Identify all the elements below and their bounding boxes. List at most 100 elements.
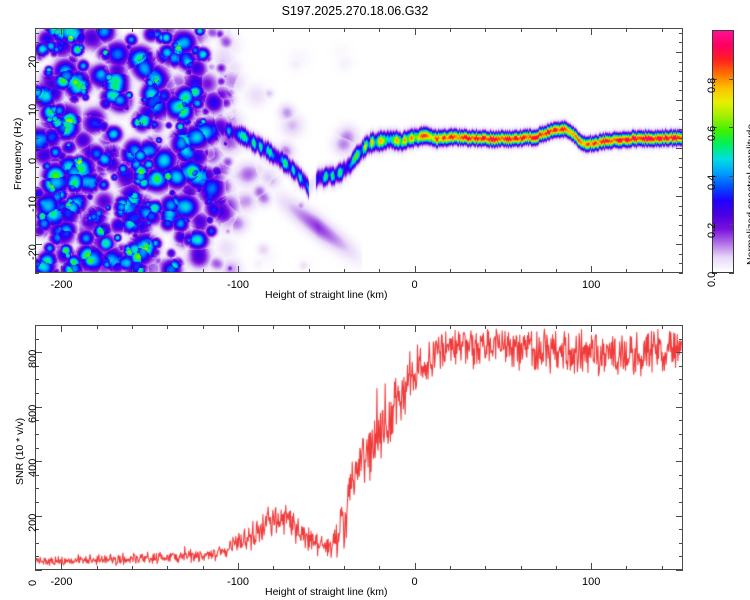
colorbar-label: Normalized spectral amplitude bbox=[745, 123, 750, 265]
spectrogram-ylabel: Frequency (Hz) bbox=[12, 117, 24, 190]
axis-tick bbox=[35, 273, 39, 274]
axis-tick bbox=[676, 244, 683, 246]
axis-tick bbox=[61, 325, 63, 332]
axis-tick-label: 600 bbox=[27, 404, 39, 423]
axis-tick bbox=[343, 325, 345, 329]
axis-tick bbox=[96, 269, 98, 273]
axis-tick-label: 400 bbox=[27, 458, 39, 478]
axis-tick bbox=[35, 393, 39, 395]
axis-tick bbox=[238, 325, 240, 332]
axis-tick bbox=[273, 28, 275, 32]
axis-tick bbox=[273, 566, 275, 570]
axis-tick bbox=[676, 100, 683, 102]
axis-tick bbox=[35, 71, 39, 73]
axis-tick bbox=[35, 61, 39, 63]
axis-tick bbox=[35, 234, 39, 236]
axis-tick bbox=[308, 269, 310, 273]
axis-tick bbox=[35, 420, 39, 422]
axis-tick bbox=[308, 325, 310, 329]
axis-tick bbox=[679, 71, 683, 73]
axis-tick bbox=[679, 128, 683, 130]
axis-tick bbox=[132, 269, 134, 273]
axis-tick bbox=[35, 461, 42, 463]
axis-tick bbox=[712, 127, 717, 129]
axis-tick bbox=[35, 215, 39, 217]
axis-tick bbox=[679, 176, 683, 178]
axis-tick bbox=[273, 325, 275, 329]
spectrogram-xlabel: Height of straight line (km) bbox=[265, 289, 388, 301]
axis-tick bbox=[679, 447, 683, 449]
axis-tick bbox=[343, 269, 345, 273]
axis-tick bbox=[35, 119, 39, 121]
axis-tick bbox=[35, 157, 39, 159]
axis-tick bbox=[35, 224, 39, 226]
axis-tick bbox=[449, 28, 451, 32]
axis-tick bbox=[308, 28, 310, 32]
axis-tick bbox=[679, 80, 683, 82]
axis-tick bbox=[679, 32, 683, 34]
axis-tick bbox=[202, 325, 204, 329]
axis-tick bbox=[679, 263, 683, 265]
axis-tick bbox=[238, 266, 240, 273]
axis-tick bbox=[35, 488, 39, 490]
colorbar-gradient bbox=[713, 31, 733, 272]
axis-tick bbox=[449, 269, 451, 273]
axis-tick-label: -200 bbox=[50, 279, 73, 291]
axis-tick bbox=[35, 138, 39, 140]
snr-ylabel: SNR (10 * v/v) bbox=[14, 417, 26, 485]
axis-tick bbox=[35, 244, 42, 246]
axis-tick bbox=[679, 42, 683, 44]
axis-tick bbox=[679, 253, 683, 255]
axis-tick bbox=[449, 566, 451, 570]
axis-tick-label: 0 bbox=[411, 279, 418, 291]
axis-tick bbox=[61, 563, 63, 570]
figure-title: S197.2025.270.18.06.G32 bbox=[281, 4, 429, 18]
axis-tick bbox=[626, 28, 628, 32]
axis-tick-label: 200 bbox=[27, 513, 39, 532]
axis-tick bbox=[202, 28, 204, 32]
axis-tick-label: 0 bbox=[27, 579, 39, 586]
colorbar-tick-label: 0.2 bbox=[706, 223, 718, 239]
axis-tick bbox=[96, 566, 98, 570]
axis-tick bbox=[712, 273, 717, 274]
axis-tick bbox=[676, 148, 683, 150]
axis-tick bbox=[35, 325, 39, 326]
axis-tick bbox=[35, 42, 39, 44]
axis-tick bbox=[485, 269, 487, 273]
axis-tick bbox=[679, 542, 683, 544]
axis-tick bbox=[591, 28, 593, 35]
axis-tick bbox=[712, 175, 717, 177]
axis-tick bbox=[35, 379, 39, 381]
axis-tick-label: 800 bbox=[27, 349, 39, 369]
axis-tick bbox=[679, 393, 683, 395]
axis-tick bbox=[676, 196, 683, 198]
axis-tick bbox=[35, 433, 39, 435]
axis-tick bbox=[35, 90, 39, 92]
axis-tick bbox=[679, 338, 683, 340]
axis-tick bbox=[679, 365, 683, 367]
axis-tick bbox=[555, 325, 557, 329]
axis-tick bbox=[712, 78, 717, 80]
axis-tick bbox=[273, 269, 275, 273]
axis-tick bbox=[35, 556, 39, 558]
axis-tick bbox=[679, 234, 683, 236]
axis-tick bbox=[591, 325, 593, 332]
spectrogram-panel bbox=[35, 28, 683, 273]
axis-tick bbox=[661, 566, 663, 570]
axis-tick bbox=[343, 28, 345, 32]
axis-tick bbox=[308, 566, 310, 570]
axis-tick bbox=[35, 570, 42, 571]
axis-tick bbox=[35, 529, 39, 531]
axis-tick bbox=[35, 167, 39, 169]
axis-tick bbox=[679, 138, 683, 140]
axis-tick bbox=[729, 273, 734, 274]
axis-tick bbox=[35, 100, 42, 102]
axis-tick bbox=[132, 566, 134, 570]
axis-tick bbox=[555, 566, 557, 570]
axis-tick bbox=[35, 196, 42, 198]
axis-tick bbox=[679, 433, 683, 435]
axis-tick bbox=[679, 109, 683, 111]
axis-tick bbox=[520, 325, 522, 329]
axis-tick bbox=[555, 28, 557, 32]
